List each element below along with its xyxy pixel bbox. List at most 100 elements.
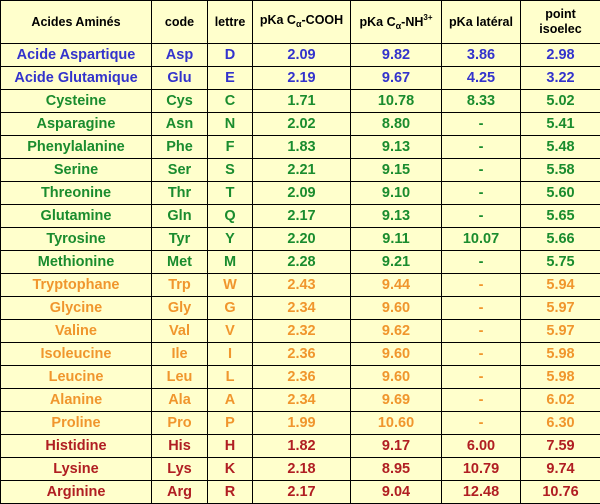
cell-code: Phe xyxy=(152,136,208,159)
cell-code: Trp xyxy=(152,274,208,297)
cell-letter: R xyxy=(208,481,253,504)
header-row: Acides Aminés code lettre pKa Cα-COOH pK… xyxy=(1,1,600,44)
cell-letter: I xyxy=(208,343,253,366)
cell-code: Ser xyxy=(152,159,208,182)
cell-pka-nh: 9.60 xyxy=(351,366,442,389)
cell-code: Asp xyxy=(152,44,208,67)
cell-pka-side: - xyxy=(442,159,521,182)
cell-name: Threonine xyxy=(1,182,152,205)
cell-pka-nh: 10.60 xyxy=(351,412,442,435)
cell-name: Asparagine xyxy=(1,113,152,136)
cell-name: Leucine xyxy=(1,366,152,389)
cell-isoelectric-point: 3.22 xyxy=(521,67,600,90)
header-letter: lettre xyxy=(208,1,253,44)
cell-code: His xyxy=(152,435,208,458)
cell-isoelectric-point: 5.41 xyxy=(521,113,600,136)
cell-pka-side: 3.86 xyxy=(442,44,521,67)
cell-pka-cooh: 2.21 xyxy=(253,159,351,182)
cell-code: Gln xyxy=(152,205,208,228)
cell-isoelectric-point: 5.98 xyxy=(521,366,600,389)
cell-pka-nh: 9.13 xyxy=(351,136,442,159)
cell-isoelectric-point: 5.02 xyxy=(521,90,600,113)
cell-name: Acide Aspartique xyxy=(1,44,152,67)
cell-isoelectric-point: 5.94 xyxy=(521,274,600,297)
cell-code: Val xyxy=(152,320,208,343)
cell-pka-nh: 9.17 xyxy=(351,435,442,458)
cell-code: Glu xyxy=(152,67,208,90)
cell-name: Glutamine xyxy=(1,205,152,228)
header-pka-nh-sup: 3+ xyxy=(423,13,432,22)
cell-pka-side: - xyxy=(442,182,521,205)
cell-letter: A xyxy=(208,389,253,412)
cell-code: Ala xyxy=(152,389,208,412)
header-code: code xyxy=(152,1,208,44)
cell-isoelectric-point: 10.76 xyxy=(521,481,600,504)
cell-pka-side: 10.79 xyxy=(442,458,521,481)
cell-letter: N xyxy=(208,113,253,136)
cell-pka-cooh: 2.09 xyxy=(253,182,351,205)
cell-pka-cooh: 1.71 xyxy=(253,90,351,113)
cell-isoelectric-point: 5.60 xyxy=(521,182,600,205)
cell-pka-cooh: 1.82 xyxy=(253,435,351,458)
cell-pka-side: 4.25 xyxy=(442,67,521,90)
cell-pka-side: 12.48 xyxy=(442,481,521,504)
cell-name: Cysteine xyxy=(1,90,152,113)
cell-code: Thr xyxy=(152,182,208,205)
header-pi-line2: isoelec xyxy=(539,22,581,36)
cell-pka-cooh: 2.34 xyxy=(253,297,351,320)
header-pka-side: pKa latéral xyxy=(442,1,521,44)
cell-code: Arg xyxy=(152,481,208,504)
cell-name: Lysine xyxy=(1,458,152,481)
cell-pka-nh: 9.15 xyxy=(351,159,442,182)
cell-letter: T xyxy=(208,182,253,205)
cell-letter: V xyxy=(208,320,253,343)
cell-pka-nh: 9.11 xyxy=(351,228,442,251)
cell-pka-cooh: 2.43 xyxy=(253,274,351,297)
cell-name: Histidine xyxy=(1,435,152,458)
cell-pka-nh: 9.10 xyxy=(351,182,442,205)
cell-pka-side: 10.07 xyxy=(442,228,521,251)
cell-letter: L xyxy=(208,366,253,389)
cell-letter: M xyxy=(208,251,253,274)
cell-isoelectric-point: 5.75 xyxy=(521,251,600,274)
cell-pka-nh: 9.60 xyxy=(351,343,442,366)
cell-letter: Y xyxy=(208,228,253,251)
cell-pka-nh: 9.21 xyxy=(351,251,442,274)
cell-code: Gly xyxy=(152,297,208,320)
cell-name: Methionine xyxy=(1,251,152,274)
cell-pka-cooh: 2.18 xyxy=(253,458,351,481)
cell-letter: S xyxy=(208,159,253,182)
cell-pka-nh: 9.44 xyxy=(351,274,442,297)
cell-pka-side: - xyxy=(442,389,521,412)
cell-name: Proline xyxy=(1,412,152,435)
header-pka-nh-prefix: pKa C xyxy=(359,15,395,29)
cell-name: Glycine xyxy=(1,297,152,320)
cell-pka-side: - xyxy=(442,412,521,435)
cell-code: Tyr xyxy=(152,228,208,251)
cell-isoelectric-point: 5.58 xyxy=(521,159,600,182)
cell-name: Acide Glutamique xyxy=(1,67,152,90)
cell-code: Met xyxy=(152,251,208,274)
cell-pka-cooh: 2.36 xyxy=(253,366,351,389)
cell-isoelectric-point: 5.66 xyxy=(521,228,600,251)
cell-isoelectric-point: 6.30 xyxy=(521,412,600,435)
cell-pka-cooh: 2.09 xyxy=(253,44,351,67)
header-pka-cooh: pKa Cα-COOH xyxy=(253,1,351,44)
cell-letter: P xyxy=(208,412,253,435)
cell-code: Leu xyxy=(152,366,208,389)
cell-isoelectric-point: 6.02 xyxy=(521,389,600,412)
cell-name: Serine xyxy=(1,159,152,182)
cell-pka-cooh: 1.99 xyxy=(253,412,351,435)
